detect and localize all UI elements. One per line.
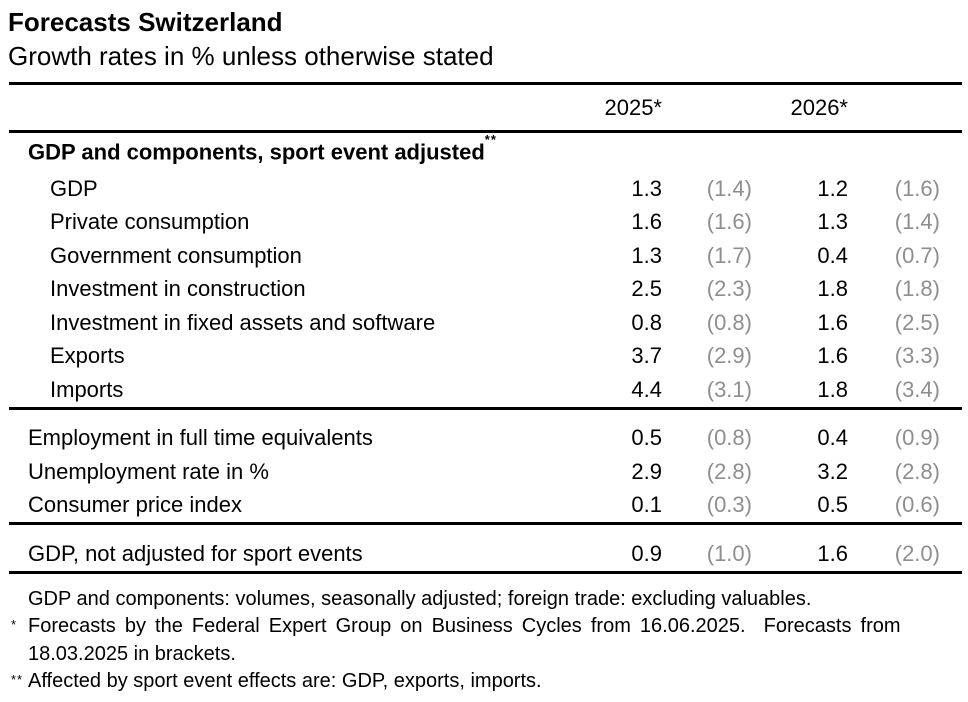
prev-forecast-2025: (0.3) xyxy=(706,492,752,518)
gdp-unadjusted-group: GDP, not adjusted for sport events 0.9 (… xyxy=(9,525,962,571)
value-2026: 1.8 xyxy=(817,376,848,402)
column-header-row: 2025* 2026* xyxy=(9,85,962,130)
table-row-consumer-price-index: Consumer price index 0.1 (0.3) 0.5 (0.6) xyxy=(9,489,962,523)
row-label: Private consumption xyxy=(50,209,250,235)
prev-forecast-2025: (2.9) xyxy=(706,343,752,369)
value-2025: 0.1 xyxy=(631,492,662,518)
value-2026: 1.8 xyxy=(817,276,848,302)
row-label: GDP xyxy=(50,175,98,201)
value-2025: 0.5 xyxy=(631,425,662,451)
footnote-doublestar-marker: ** xyxy=(11,672,24,687)
value-2026: 1.6 xyxy=(817,309,848,335)
value-2025: 2.5 xyxy=(631,276,662,302)
prev-forecast-2026: (2.8) xyxy=(894,458,940,484)
value-2025: 2.9 xyxy=(631,458,662,484)
prev-forecast-2025: (1.0) xyxy=(706,540,752,566)
row-label: Consumer price index xyxy=(28,492,242,518)
forecast-table: 2025* 2026* GDP and components, sport ev… xyxy=(9,82,962,574)
rule-after-labour-price xyxy=(9,522,962,525)
table-row-imports: Imports 4.4 (3.1) 1.8 (3.4) xyxy=(9,373,962,407)
table-row-investment-construction: Investment in construction 2.5 (2.3) 1.8… xyxy=(9,273,962,307)
row-label: Employment in full time equivalents xyxy=(28,425,373,451)
footnote-doublestar-text: Affected by sport event effects are: GDP… xyxy=(28,670,542,692)
footnote-general-text: GDP and components: volumes, seasonally … xyxy=(28,587,812,610)
section-header-row: GDP and components, sport event adjusted… xyxy=(9,132,962,172)
page-subtitle: Growth rates in % unless otherwise state… xyxy=(8,41,494,71)
page-title: Forecasts Switzerland xyxy=(8,7,283,37)
row-label: Investment in fixed assets and software xyxy=(50,309,436,335)
prev-forecast-2026: (1.8) xyxy=(894,276,940,302)
row-label: Government consumption xyxy=(50,242,302,268)
value-2026: 0.5 xyxy=(817,492,848,518)
table-row-gdp-not-adjusted: GDP, not adjusted for sport events 0.9 (… xyxy=(9,537,962,571)
footnote-star-marker: * xyxy=(11,617,18,632)
prev-forecast-2025: (1.7) xyxy=(706,242,752,268)
table-row-unemployment-rate: Unemployment rate in % 2.9 (2.8) 3.2 (2.… xyxy=(9,455,962,489)
footnote-star-line1: Forecasts by the Federal Expert Group on… xyxy=(28,615,901,637)
table-row-investment-fixed-assets: Investment in fixed assets and software … xyxy=(9,306,962,340)
prev-forecast-2026: (0.6) xyxy=(894,492,940,518)
value-2025: 3.7 xyxy=(631,343,662,369)
value-2026: 0.4 xyxy=(817,425,848,451)
value-2026: 1.6 xyxy=(817,540,848,566)
rule-bottom xyxy=(9,570,962,574)
footnote-star: * Forecasts by the Federal Expert Group … xyxy=(9,613,962,668)
prev-forecast-2025: (3.1) xyxy=(706,376,752,402)
labour-price-group: Employment in full time equivalents 0.5 … xyxy=(9,410,962,523)
value-2026: 1.6 xyxy=(817,343,848,369)
prev-forecast-2025: (0.8) xyxy=(706,425,752,451)
value-2025: 4.4 xyxy=(631,376,662,402)
rule-top xyxy=(9,82,962,85)
table-row-gdp: GDP 1.3 (1.4) 1.2 (1.6) xyxy=(9,172,962,206)
prev-forecast-2025: (0.8) xyxy=(706,309,752,335)
section-header-label: GDP and components, sport event adjusted… xyxy=(9,132,940,165)
value-2025: 1.3 xyxy=(631,242,662,268)
value-2025: 1.6 xyxy=(631,209,662,235)
row-label: GDP, not adjusted for sport events xyxy=(28,540,363,566)
section-header-text: GDP and components, sport event adjusted xyxy=(28,139,485,165)
row-label: Unemployment rate in % xyxy=(28,458,269,484)
footnote-doublestar: ** Affected by sport event effects are: … xyxy=(9,668,962,696)
prev-forecast-2025: (2.3) xyxy=(706,276,752,302)
prev-forecast-2025: (2.8) xyxy=(706,458,752,484)
value-2026: 0.4 xyxy=(817,242,848,268)
prev-forecast-2026: (1.6) xyxy=(894,175,940,201)
table-row-employment: Employment in full time equivalents 0.5 … xyxy=(9,422,962,456)
row-label: Investment in construction xyxy=(50,276,306,302)
section-header-footnote-marker: ** xyxy=(484,132,497,148)
table-row-government-consumption: Government consumption 1.3 (1.7) 0.4 (0.… xyxy=(9,239,962,273)
value-2025: 0.9 xyxy=(631,540,662,566)
value-2026: 3.2 xyxy=(817,458,848,484)
prev-forecast-2026: (1.4) xyxy=(894,209,940,235)
footnote-general: GDP and components: volumes, seasonally … xyxy=(9,586,962,614)
row-label: Exports xyxy=(50,343,125,369)
footnote-star-line2: 18.03.2025 in brackets. xyxy=(28,642,236,665)
prev-forecast-2026: (3.4) xyxy=(894,376,940,402)
row-label: Imports xyxy=(50,376,124,402)
prev-forecast-2026: (0.9) xyxy=(894,425,940,451)
value-2026: 1.3 xyxy=(817,209,848,235)
table-row-exports: Exports 3.7 (2.9) 1.6 (3.3) xyxy=(9,340,962,374)
prev-forecast-2026: (3.3) xyxy=(894,343,940,369)
value-2025: 0.8 xyxy=(631,309,662,335)
value-2026: 1.2 xyxy=(817,175,848,201)
value-2025: 1.3 xyxy=(631,175,662,201)
footnotes: GDP and components: volumes, seasonally … xyxy=(9,586,962,696)
prev-forecast-2025: (1.6) xyxy=(706,209,752,235)
prev-forecast-2026: (2.0) xyxy=(894,540,940,566)
prev-forecast-2026: (0.7) xyxy=(894,242,940,268)
column-header-2026: 2026* xyxy=(790,94,848,120)
rule-after-gdp-components xyxy=(9,406,962,410)
rule-below-header xyxy=(9,130,962,133)
column-header-2025: 2025* xyxy=(604,94,662,120)
prev-forecast-2026: (2.5) xyxy=(894,309,940,335)
prev-forecast-2025: (1.4) xyxy=(706,175,752,201)
table-row-private-consumption: Private consumption 1.6 (1.6) 1.3 (1.4) xyxy=(9,206,962,240)
